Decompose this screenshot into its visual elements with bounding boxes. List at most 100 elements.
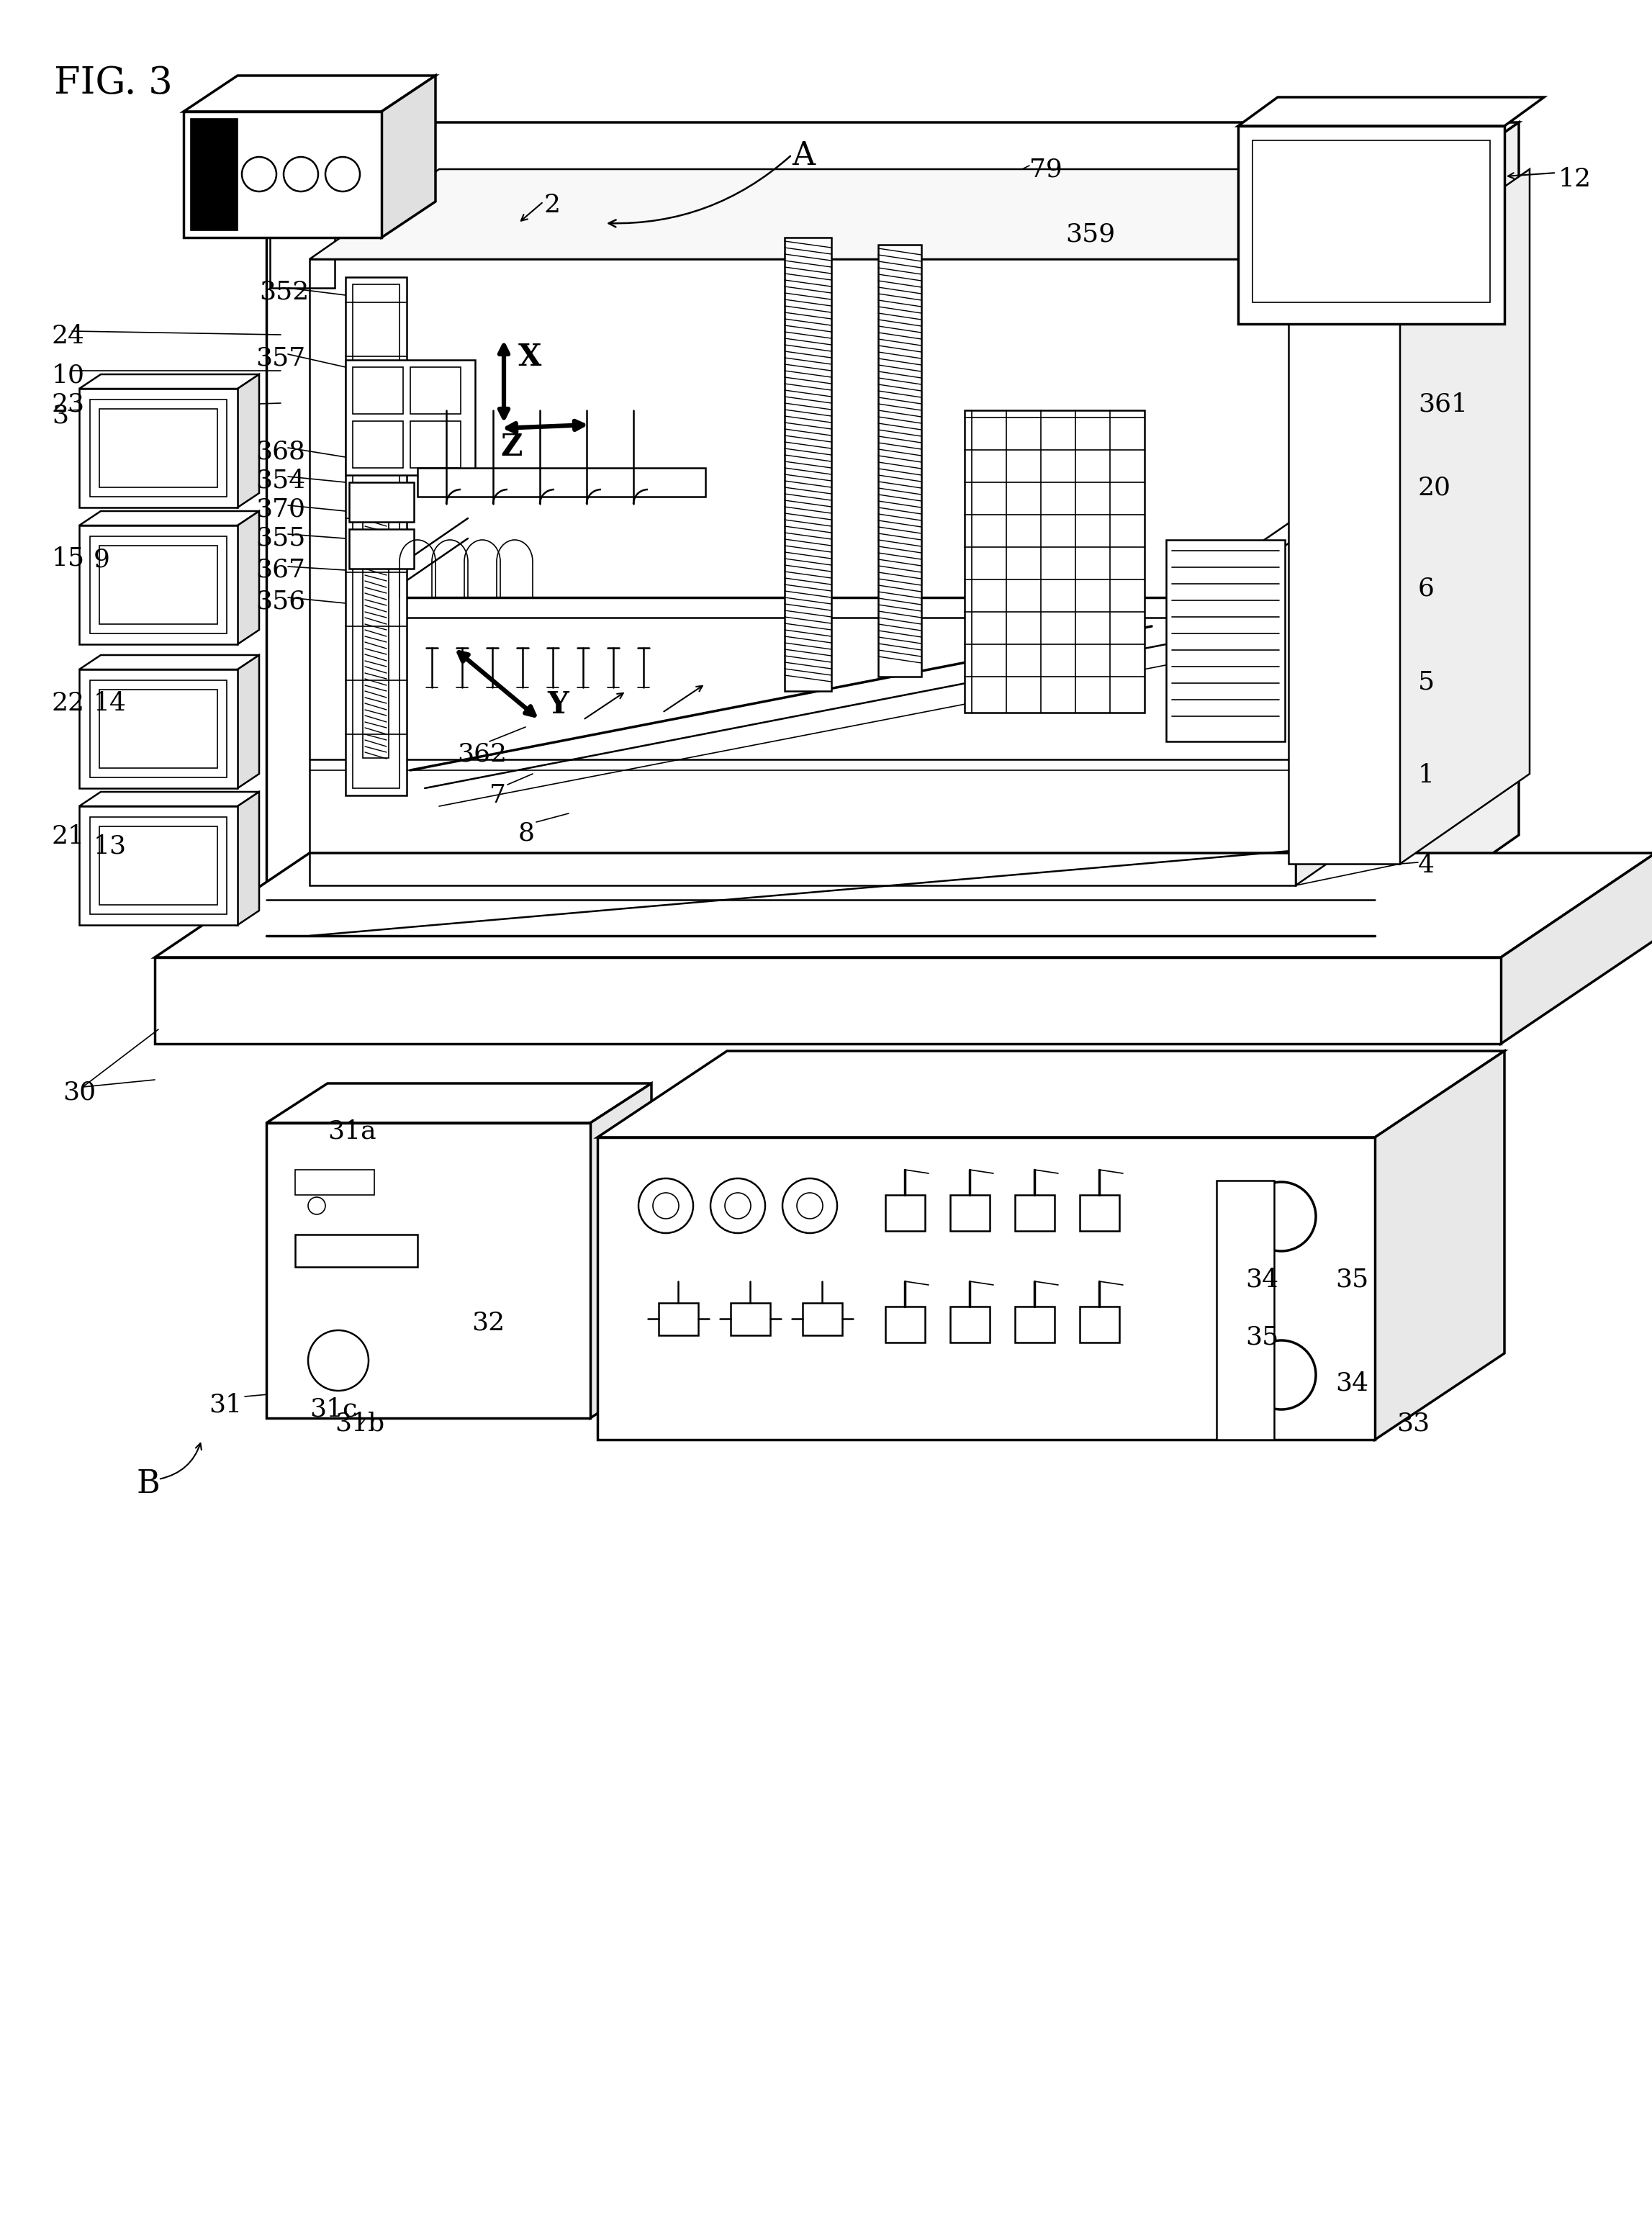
Text: Z: Z	[501, 433, 522, 462]
FancyArrowPatch shape	[160, 1443, 202, 1479]
Text: 23: 23	[51, 393, 84, 417]
Text: 368: 368	[256, 440, 306, 464]
Text: 353: 353	[1417, 304, 1469, 329]
Bar	[155, 957, 1500, 1043]
Bar	[885, 1308, 925, 1343]
Bar	[79, 806, 238, 926]
Bar	[345, 360, 476, 475]
Polygon shape	[1374, 1050, 1505, 1441]
Bar	[89, 400, 226, 497]
Circle shape	[307, 1197, 325, 1214]
Text: Y: Y	[547, 690, 568, 719]
Polygon shape	[155, 852, 1652, 957]
Text: 4: 4	[1417, 852, 1434, 877]
Bar	[354, 284, 400, 788]
Text: 33: 33	[1396, 1412, 1429, 1436]
Text: 13: 13	[94, 832, 127, 859]
Bar	[1080, 1308, 1120, 1343]
Bar	[296, 1234, 418, 1268]
Text: 370: 370	[256, 497, 306, 522]
Circle shape	[796, 1192, 823, 1219]
Text: A: A	[791, 140, 814, 171]
Circle shape	[1247, 1341, 1317, 1410]
Bar	[190, 120, 238, 231]
Text: 34: 34	[1246, 1268, 1279, 1292]
Text: 31a: 31a	[327, 1119, 377, 1143]
Bar	[89, 817, 226, 915]
Bar	[99, 826, 218, 906]
Polygon shape	[266, 1083, 651, 1123]
Polygon shape	[238, 793, 259, 926]
Bar	[785, 238, 831, 690]
Bar	[1080, 1194, 1120, 1230]
Circle shape	[307, 1330, 368, 1390]
Circle shape	[653, 1192, 679, 1219]
Polygon shape	[79, 511, 259, 526]
Bar	[1237, 127, 1505, 324]
Bar	[659, 1303, 699, 1334]
Bar	[410, 422, 461, 468]
Text: 362: 362	[458, 741, 507, 766]
Bar	[803, 1303, 843, 1334]
Bar	[950, 1194, 990, 1230]
Bar	[885, 1194, 925, 1230]
Text: 24: 24	[51, 324, 84, 349]
Text: 11: 11	[400, 120, 433, 144]
Bar	[345, 278, 406, 795]
Text: 35: 35	[1335, 1268, 1368, 1292]
Text: 352: 352	[259, 280, 309, 304]
Text: 356: 356	[256, 588, 306, 613]
Text: 15: 15	[51, 546, 84, 571]
Bar	[418, 468, 705, 497]
Polygon shape	[1237, 98, 1545, 127]
Text: 9: 9	[94, 546, 111, 571]
Polygon shape	[1399, 169, 1530, 864]
Text: 6: 6	[1417, 575, 1434, 599]
Bar	[1014, 1308, 1054, 1343]
Text: 2: 2	[544, 193, 560, 218]
Polygon shape	[1374, 122, 1518, 937]
Bar	[730, 1303, 770, 1334]
Text: 30: 30	[63, 1079, 96, 1103]
Text: 367: 367	[256, 557, 306, 582]
Bar	[99, 690, 218, 768]
Text: 31: 31	[208, 1392, 241, 1416]
Bar	[410, 366, 461, 413]
Text: 359: 359	[1066, 222, 1115, 246]
Bar	[296, 1170, 375, 1194]
Bar	[363, 488, 388, 757]
Bar	[354, 366, 403, 413]
Circle shape	[325, 158, 360, 191]
Bar	[1252, 140, 1490, 302]
Polygon shape	[1500, 852, 1652, 1043]
Circle shape	[638, 1179, 694, 1232]
Text: 355: 355	[256, 526, 306, 551]
Polygon shape	[79, 655, 259, 670]
Polygon shape	[238, 655, 259, 788]
Bar	[89, 537, 226, 633]
Text: FIG. 3: FIG. 3	[55, 64, 172, 102]
Text: X: X	[519, 342, 542, 373]
Circle shape	[1247, 1181, 1317, 1252]
Bar	[183, 111, 382, 238]
Text: 10: 10	[51, 364, 84, 388]
Text: 31b: 31b	[335, 1412, 385, 1436]
Bar	[1014, 1194, 1054, 1230]
Bar	[79, 526, 238, 644]
Bar	[99, 546, 218, 624]
Polygon shape	[1295, 169, 1426, 886]
Text: 79: 79	[1029, 158, 1062, 182]
Polygon shape	[238, 511, 259, 644]
Text: 8: 8	[519, 821, 535, 846]
Text: 31c: 31c	[309, 1396, 357, 1421]
FancyArrowPatch shape	[1508, 173, 1555, 178]
Bar	[79, 670, 238, 788]
Text: 354: 354	[256, 468, 306, 493]
Polygon shape	[79, 793, 259, 806]
Text: 22: 22	[51, 690, 84, 715]
Bar	[266, 224, 1374, 937]
Bar	[1289, 260, 1399, 864]
Bar	[879, 244, 922, 677]
Bar	[950, 1308, 990, 1343]
Text: 7: 7	[489, 784, 506, 808]
